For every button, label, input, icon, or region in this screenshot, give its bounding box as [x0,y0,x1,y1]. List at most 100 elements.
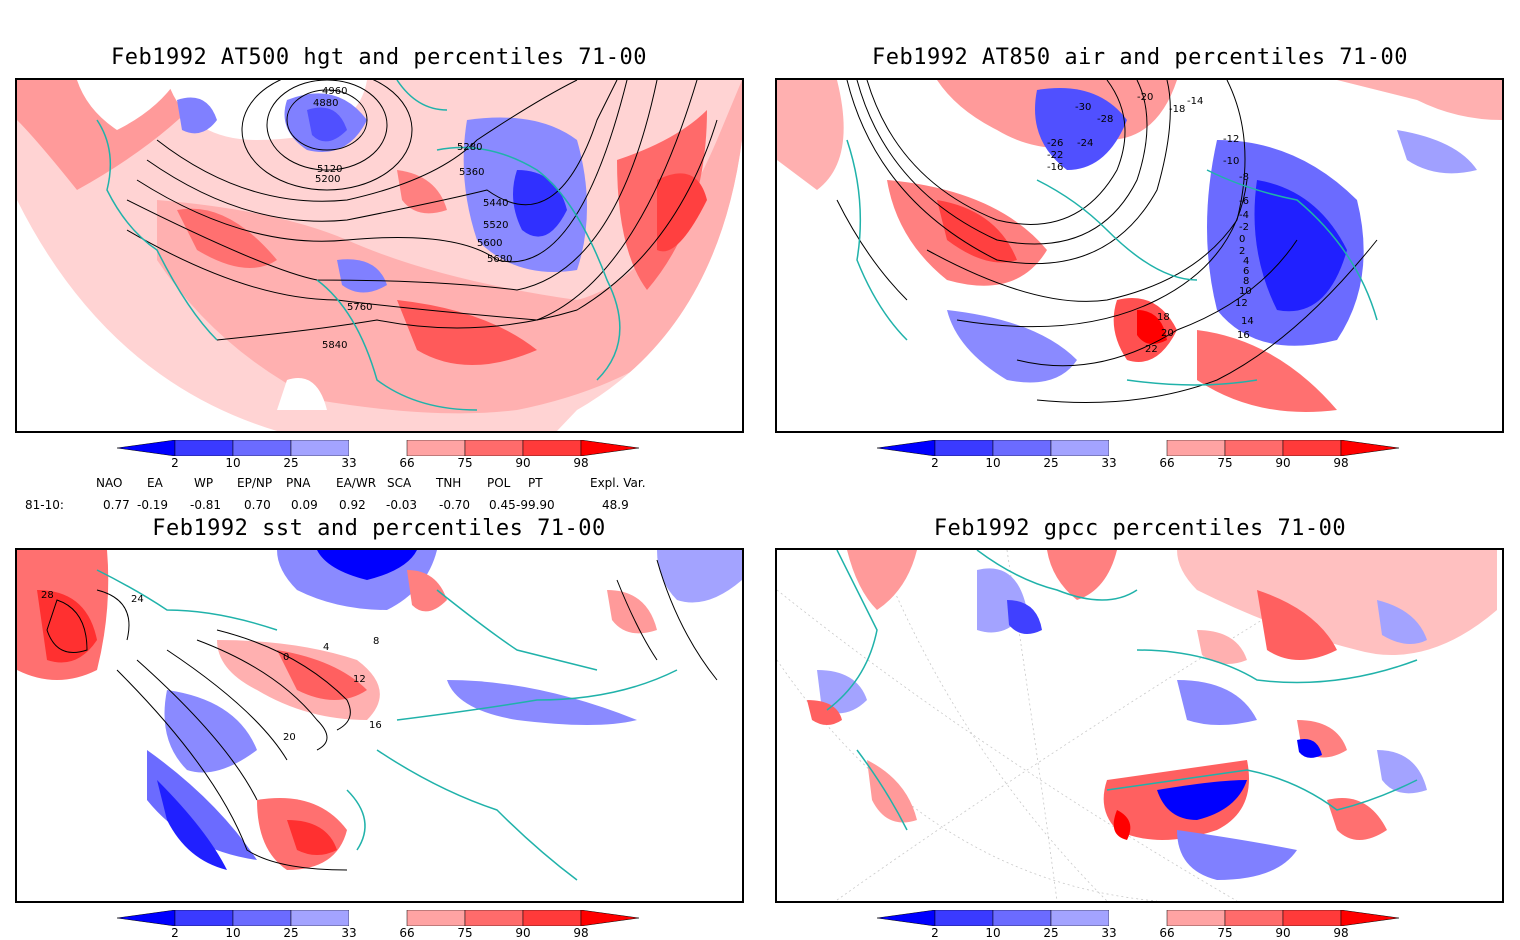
colorbar-bottom-left: 2 10 25 33 66 75 90 98 [116,909,647,940]
map-gpcc [775,548,1504,903]
index-header-expl-var-: Expl. Var. [590,476,646,490]
index-value: 0.45 [489,498,516,512]
contour-label: 12 [353,674,366,685]
contour-label: 5440 [483,198,508,209]
colorbar-tick-label: 25 [283,456,299,470]
colorbar-swatch [174,439,234,457]
sst-contour-labels: 0 4 8 12 16 20 24 28 [41,590,382,743]
colorbar-tick-label: 66 [1159,926,1175,940]
panel-title-gpcc: Feb1992 gpcc percentiles 71-00 [933,516,1347,541]
contour-label: -26 [1047,138,1063,149]
colorbar-tick-label: 33 [341,926,357,940]
index-header-tnh: TNH [436,476,462,490]
air850-field: -30 -28 -26 -24 -22 -20 -18 -16 -14 -12 … [777,80,1502,431]
hgt500-field: 4880 4960 5120 5200 5280 5360 5440 5520 … [17,80,742,431]
contour-label: -14 [1187,96,1203,107]
colorbar-tick-label: 33 [1101,926,1117,940]
colorbar-tick-label: 33 [341,456,357,470]
index-value: -0.81 [190,498,222,512]
index-values-row: 81-10: 0.77 -0.19 -0.81 0.70 0.09 0.92 -0.03 -0… [0,498,760,514]
contour-label: 5120 [317,164,342,175]
contour-label: -22 [1047,150,1063,161]
contour-label: -30 [1075,102,1091,113]
contour-label: 5760 [347,302,372,313]
contour-label: -12 [1223,134,1239,145]
index-header-row: NAO EA WP EP/NP PNA EA/WR SCA TNH POL PT Expl. Var… [0,476,760,492]
sst-field: 0 4 8 12 16 20 24 28 [17,550,742,901]
contour-label: 16 [1237,330,1250,341]
colorbar-tick-label: 66 [1159,456,1175,470]
colorbar-left-arrow [116,909,176,927]
colorbar-tick-label: 25 [1043,456,1059,470]
colorbar-tick-label: 25 [283,926,299,940]
colorbar-tick-label: 2 [931,926,939,940]
contour-label: 12 [1235,298,1248,309]
colorbar-swatch [1166,909,1226,927]
colorbar-swatch [1109,440,1167,456]
colorbar-graphic [116,439,640,457]
contour-label: 5200 [315,174,340,185]
colorbar-tick-label: 98 [573,456,589,470]
contour-label: 6 [1243,266,1249,277]
colorbar-tick-label: 98 [573,926,589,940]
colorbar-swatch [1050,439,1110,457]
colorbar-tick-label: 2 [931,456,939,470]
contour-label: -28 [1097,114,1113,125]
index-value: -99.90 [516,498,555,512]
contour-label: 0 [1239,234,1245,245]
contour-label: -24 [1077,138,1093,149]
contour-label: 0 [283,652,289,663]
map-hgt500: 4880 4960 5120 5200 5280 5360 5440 5520 … [15,78,744,433]
contour-label: 24 [131,594,144,605]
colorbar-tick-label: 66 [399,456,415,470]
contour-label: 2 [1239,246,1245,257]
map-sst: 0 4 8 12 16 20 24 28 [15,548,744,903]
index-value: 48.9 [602,498,629,512]
contour-label: -2 [1239,222,1249,233]
contour-label: 20 [283,732,296,743]
colorbar-left-arrow [116,439,176,457]
colorbar-right-arrow [580,439,640,457]
colorbar-tick-label: 33 [1101,456,1117,470]
index-header-pna: PNA [286,476,311,490]
contour-label: 16 [369,720,382,731]
colorbar-swatch [406,439,466,457]
contour-label: 5360 [459,167,484,178]
colorbar-swatch [522,909,582,927]
contour-label: 10 [1239,286,1252,297]
colorbar-graphic [116,909,640,927]
index-header-sca: SCA [387,476,412,490]
contour-label: -16 [1047,162,1063,173]
colorbar-swatch [349,910,407,926]
colorbar-swatch [1282,909,1342,927]
panel-title-air850: Feb1992 AT850 air and percentiles 71-00 [871,45,1409,70]
colorbar-swatch [1224,439,1284,457]
colorbar-top-left: 2 10 25 33 66 75 90 98 [116,439,647,470]
contour-label: -10 [1223,156,1239,167]
contour-label: 5680 [487,254,512,265]
colorbar-swatch [1109,910,1167,926]
colorbar-tick-label: 75 [457,456,473,470]
index-row-label: 81-10: [25,498,64,512]
index-value: -0.70 [439,498,471,512]
contour-label: 4880 [313,98,338,109]
index-header-ea-wr: EA/WR [336,476,377,490]
hgt500-contour-labels: 4880 4960 5120 5200 5280 5360 5440 5520 … [313,86,512,351]
index-header-wp: WP [194,476,214,490]
colorbar-swatch [406,909,466,927]
colorbar-tick-label: 2 [171,926,179,940]
contour-label: 8 [1243,276,1249,287]
index-value: 0.70 [244,498,271,512]
index-header-ep-np: EP/NP [237,476,273,490]
colorbar-right-arrow [1340,439,1400,457]
contour-label: -18 [1169,104,1185,115]
colorbar-tick-label: 98 [1333,456,1349,470]
contour-label: 5520 [483,220,508,231]
colorbar-swatch [464,439,524,457]
contour-label: 4960 [322,86,347,97]
gpcc-field [777,550,1497,901]
colorbar-swatch [290,439,350,457]
contour-label: 5840 [322,340,347,351]
index-header-pol: POL [487,476,511,490]
index-value: 0.09 [291,498,318,512]
